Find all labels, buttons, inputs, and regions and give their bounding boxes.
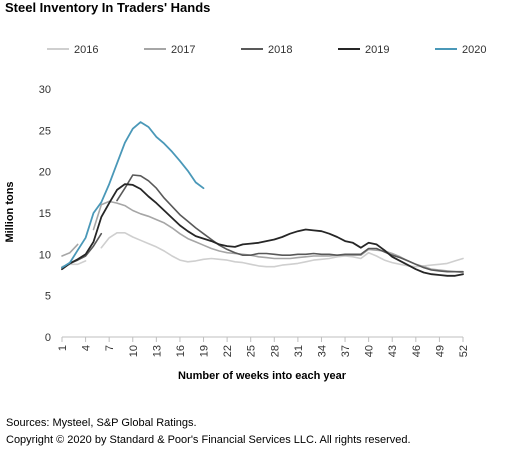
series-line-2019 [61,183,464,277]
x-tick-label: 19 [199,345,211,357]
x-tick-label: 31 [293,345,305,357]
legend-label: 2019 [365,44,389,56]
series-line-2020 [61,121,205,269]
x-tick-label: 7 [104,345,116,351]
x-tick-label: 34 [316,345,328,357]
x-tick-label: 10 [128,345,140,357]
series-line-2017 [61,243,79,257]
x-tick-label: 43 [387,345,399,357]
y-tick-label: 15 [39,208,51,220]
y-tick-label: 25 [39,125,51,137]
y-axis-label: Million tons [4,181,16,242]
y-axis: 0 5 10 15 20 25 30 [39,84,51,344]
y-tick-label: 0 [45,332,51,344]
y-tick-label: 20 [39,167,51,179]
legend: 2016 2017 2018 2019 2020 [47,44,486,56]
legend-label: 2020 [462,44,486,56]
x-tick-label: 37 [340,345,352,357]
legend-item-2018: 2018 [241,44,292,56]
x-tick-label: 46 [411,345,423,357]
x-tick-label: 25 [246,345,258,357]
x-tick-label: 52 [458,345,470,357]
x-axis: 1 4 7 10 13 16 19 22 25 28 31 34 37 40 43 46 49 52 [57,336,470,357]
series-2020 [61,121,205,269]
series-line-2018 [116,174,464,273]
x-axis-label: Number of weeks into each year [178,370,347,382]
x-tick-label: 13 [151,345,163,357]
y-tick-label: 10 [39,249,51,261]
legend-item-2020: 2020 [435,44,486,56]
chart-title: Steel Inventory In Traders' Hands [5,0,211,15]
x-tick-label: 16 [175,345,187,357]
legend-item-2017: 2017 [144,44,195,56]
x-tick-label: 40 [364,345,376,357]
sources-note: Sources: Mysteel, S&P Global Ratings. [6,417,197,429]
x-tick-label: 28 [269,345,281,357]
y-tick-label: 5 [45,291,51,303]
legend-label: 2016 [74,44,98,56]
series-2019 [61,183,464,277]
legend-item-2019: 2019 [338,44,389,56]
x-tick-label: 49 [434,345,446,357]
x-tick-label: 4 [81,345,93,351]
series-line-2016 [100,232,464,268]
series-line-2017 [92,200,464,274]
legend-item-2016: 2016 [47,44,98,56]
x-tick-label: 1 [57,345,69,351]
copyright-note: Copyright © 2020 by Standard & Poor's Fi… [6,434,411,446]
x-tick-label: 22 [222,345,234,357]
series-layer [61,121,464,277]
y-tick-label: 30 [39,84,51,96]
legend-label: 2017 [171,44,195,56]
legend-label: 2018 [268,44,292,56]
